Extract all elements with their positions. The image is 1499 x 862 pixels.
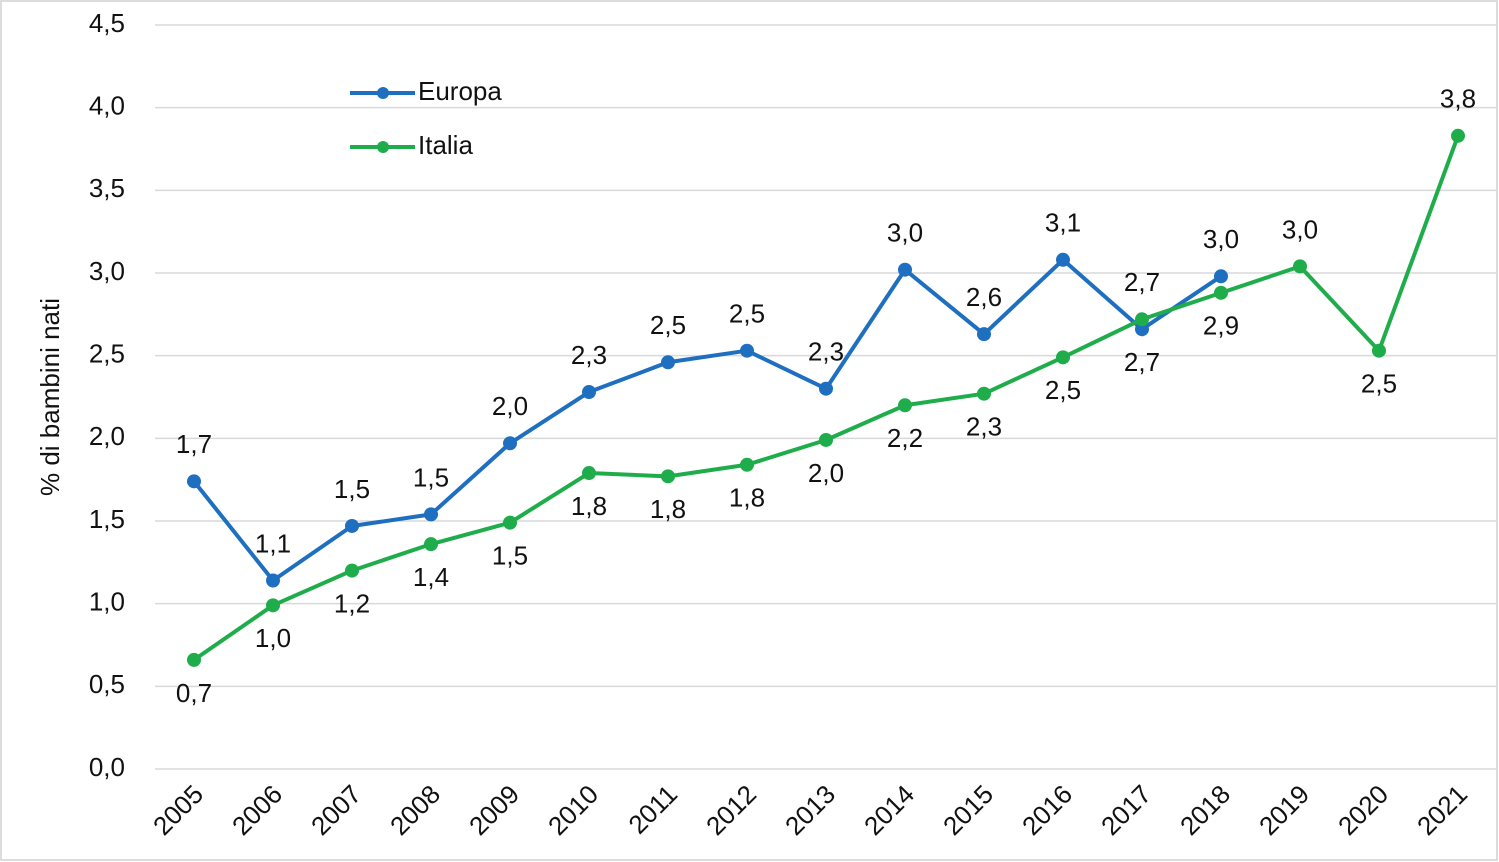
y-tick-label: 0,0 <box>89 752 125 782</box>
data-label: 2,7 <box>1124 347 1160 377</box>
x-tick-label: 2014 <box>858 779 920 841</box>
data-label: 1,4 <box>413 562 449 592</box>
data-label: 1,7 <box>176 429 212 459</box>
y-tick-label: 2,5 <box>89 339 125 369</box>
x-tick-label: 2018 <box>1174 779 1236 841</box>
x-tick-label: 2020 <box>1332 779 1394 841</box>
data-point <box>1214 285 1228 300</box>
data-point <box>898 262 912 277</box>
data-label: 1,1 <box>255 528 291 558</box>
y-tick-label: 2,0 <box>89 421 125 451</box>
x-tick-label: 2009 <box>463 779 525 841</box>
data-point <box>345 563 359 578</box>
y-tick-label: 0,5 <box>89 669 125 699</box>
x-tick-label: 2015 <box>937 779 999 841</box>
y-tick-label: 1,5 <box>89 504 125 534</box>
legend-marker <box>377 141 389 153</box>
data-label: 2,3 <box>808 337 844 367</box>
data-label: 2,5 <box>650 310 686 340</box>
x-tick-label: 2017 <box>1095 779 1157 841</box>
data-label: 1,5 <box>413 462 449 492</box>
data-label: 2,3 <box>571 340 607 370</box>
data-point <box>1293 259 1307 274</box>
data-point <box>819 381 833 396</box>
data-point <box>503 436 517 451</box>
data-label: 1,8 <box>650 494 686 524</box>
data-point <box>503 515 517 530</box>
data-point <box>1214 269 1228 284</box>
data-point <box>424 507 438 522</box>
data-point <box>266 573 280 588</box>
y-tick-label: 1,0 <box>89 587 125 617</box>
x-tick-label: 2006 <box>226 779 288 841</box>
y-tick-label: 4,5 <box>89 8 125 38</box>
data-label: 3,0 <box>1203 224 1239 254</box>
data-label: 1,2 <box>334 588 370 618</box>
x-tick-label: 2010 <box>542 779 604 841</box>
data-point <box>424 537 438 552</box>
data-label: 2,3 <box>966 412 1002 442</box>
y-tick-label: 4,0 <box>89 91 125 121</box>
data-point <box>1372 343 1386 358</box>
legend-label: Europa <box>418 76 502 106</box>
series-line <box>192 135 1460 662</box>
data-point <box>898 398 912 413</box>
x-tick-label: 2021 <box>1411 779 1473 841</box>
data-point <box>582 466 596 481</box>
data-point <box>661 355 675 370</box>
data-label: 2,2 <box>887 423 923 453</box>
data-label: 1,8 <box>729 483 765 513</box>
data-point <box>345 518 359 533</box>
data-label: 2,6 <box>966 282 1002 312</box>
data-point <box>582 385 596 400</box>
data-point <box>1056 350 1070 365</box>
data-point <box>977 327 991 342</box>
x-tick-label: 2011 <box>622 779 683 840</box>
data-label: 2,0 <box>492 391 528 421</box>
data-point <box>740 343 754 358</box>
data-point <box>1056 252 1070 267</box>
data-point <box>740 457 754 472</box>
y-tick-label: 3,0 <box>89 256 125 286</box>
x-tick-label: 2013 <box>779 779 841 841</box>
data-point <box>977 386 991 401</box>
x-tick-label: 2008 <box>384 779 446 841</box>
data-point <box>1135 312 1149 327</box>
data-label: 2,0 <box>808 458 844 488</box>
data-label: 2,5 <box>1361 369 1397 399</box>
legend-label: Italia <box>418 130 473 160</box>
data-label: 3,0 <box>1282 214 1318 244</box>
data-point <box>661 469 675 484</box>
data-point <box>1135 322 1149 337</box>
data-point <box>1451 128 1465 143</box>
y-tick-label: 3,5 <box>89 173 125 203</box>
x-tick-label: 2007 <box>305 779 367 841</box>
data-label: 1,0 <box>255 623 291 653</box>
data-label: 1,8 <box>571 491 607 521</box>
series-line <box>192 257 1223 583</box>
data-label: 2,5 <box>1045 375 1081 405</box>
data-point <box>187 652 201 667</box>
legend-marker <box>377 87 389 99</box>
data-point <box>266 598 280 613</box>
data-point <box>187 474 201 489</box>
data-label: 2,9 <box>1203 311 1239 341</box>
x-tick-label: 2019 <box>1253 779 1315 841</box>
x-tick-label: 2005 <box>147 779 209 841</box>
x-tick-label: 2016 <box>1016 779 1078 841</box>
data-label: 2,7 <box>1124 267 1160 297</box>
data-label: 2,5 <box>729 299 765 329</box>
data-label: 3,0 <box>887 218 923 248</box>
data-label: 1,5 <box>492 541 528 571</box>
x-tick-label: 2012 <box>700 779 762 841</box>
data-label: 3,1 <box>1045 208 1081 238</box>
data-label: 0,7 <box>176 678 212 708</box>
data-label: 3,8 <box>1440 84 1476 114</box>
data-label: 1,5 <box>334 474 370 504</box>
data-point <box>819 432 833 447</box>
y-axis-title: % di bambini nati <box>35 298 65 496</box>
